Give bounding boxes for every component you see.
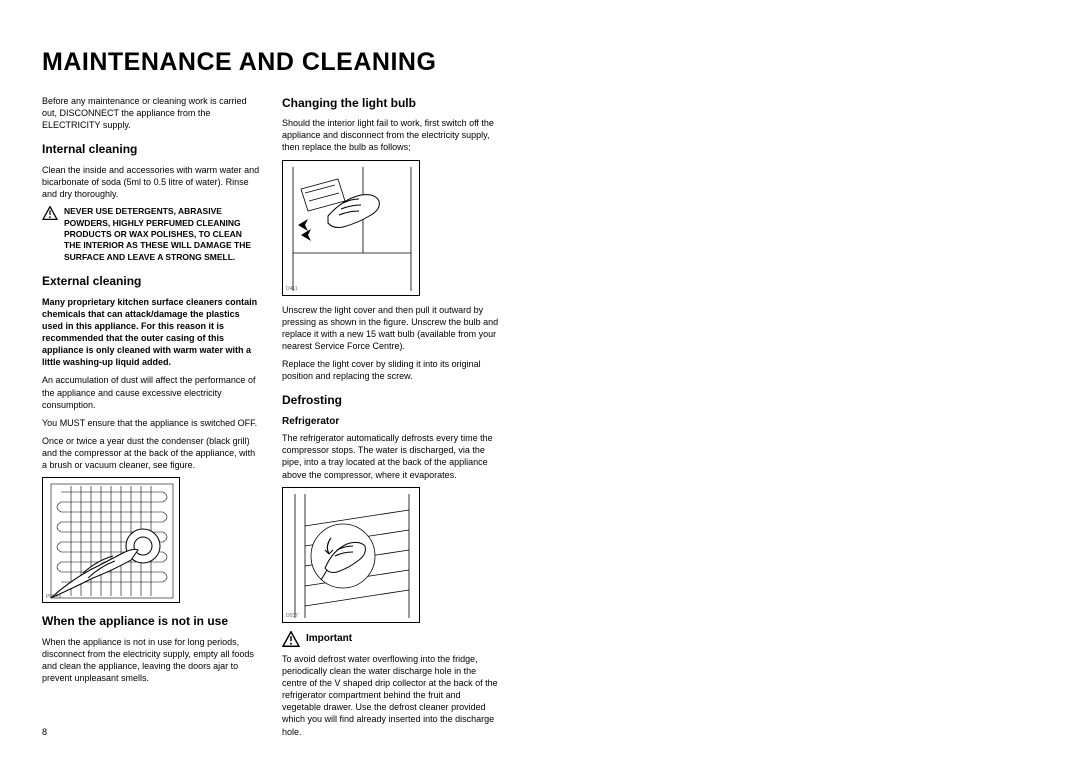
condenser-figure-label: PR228 xyxy=(46,594,61,601)
light-bulb-p2: Unscrew the light cover and then pull it… xyxy=(282,304,500,353)
internal-cleaning-text: Clean the inside and accessories with wa… xyxy=(42,164,260,200)
page-number: 8 xyxy=(42,727,47,737)
column-1: Before any maintenance or cleaning work … xyxy=(42,95,260,744)
light-bulb-heading: Changing the light bulb xyxy=(282,95,500,111)
external-cleaning-p4: Once or twice a year dust the condenser … xyxy=(42,435,260,471)
internal-warning-text: NEVER USE DETERGENTS, ABRASIVE POWDERS, … xyxy=(64,206,260,263)
content-columns: Before any maintenance or cleaning work … xyxy=(42,95,1038,744)
external-cleaning-p2: An accumulation of dust will affect the … xyxy=(42,374,260,410)
defrosting-heading: Defrosting xyxy=(282,392,500,408)
external-cleaning-heading: External cleaning xyxy=(42,273,260,289)
warning-triangle-icon xyxy=(42,206,58,220)
not-in-use-heading: When the appliance is not in use xyxy=(42,613,260,629)
internal-cleaning-heading: Internal cleaning xyxy=(42,141,260,157)
important-text: To avoid defrost water overflowing into … xyxy=(282,653,500,738)
column-2: Changing the light bulb Should the inter… xyxy=(282,95,500,744)
defrost-p1: The refrigerator automatically defrosts … xyxy=(282,432,500,481)
warning-triangle-icon xyxy=(282,631,300,647)
refrigerator-subheading: Refrigerator xyxy=(282,415,500,429)
defrost-figure-label: D037 xyxy=(286,613,298,620)
defrost-figure: D037 xyxy=(282,487,420,623)
external-cleaning-p3: You MUST ensure that the appliance is sw… xyxy=(42,417,260,429)
not-in-use-text: When the appliance is not in use for lon… xyxy=(42,636,260,685)
bulb-figure-label: D411 xyxy=(286,286,298,293)
important-row: Important xyxy=(282,631,500,647)
light-bulb-figure: D411 xyxy=(282,160,420,296)
condenser-figure: PR228 xyxy=(42,477,180,603)
external-cleaning-p1: Many proprietary kitchen surface cleaner… xyxy=(42,296,260,369)
internal-warning: NEVER USE DETERGENTS, ABRASIVE POWDERS, … xyxy=(42,206,260,263)
page-title: MAINTENANCE AND CLEANING xyxy=(42,48,1038,77)
important-label: Important xyxy=(306,632,352,646)
intro-paragraph: Before any maintenance or cleaning work … xyxy=(42,95,260,131)
light-bulb-p3: Replace the light cover by sliding it in… xyxy=(282,358,500,382)
light-bulb-p1: Should the interior light fail to work, … xyxy=(282,117,500,153)
